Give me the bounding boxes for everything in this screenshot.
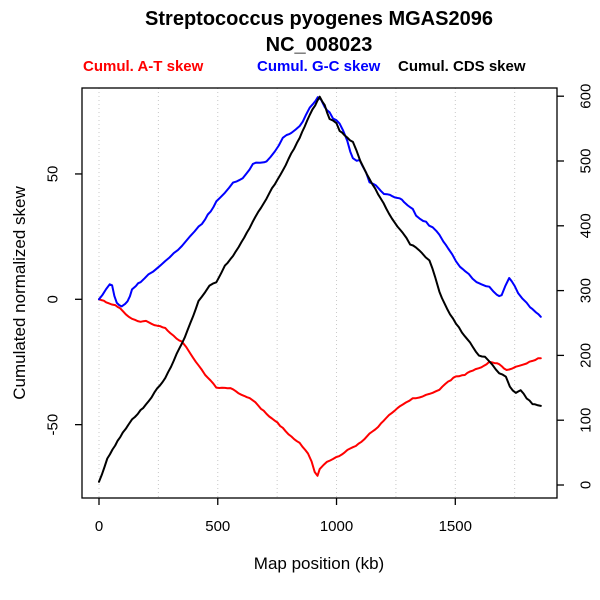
- x-tick-label: 0: [95, 518, 103, 535]
- y-right-tick-label: 0: [578, 481, 595, 489]
- cds-skew-line: [98, 95, 542, 483]
- gc-skew-line: [98, 96, 542, 318]
- y-left-tick-label: 50: [45, 166, 62, 183]
- y-right-tick-label: 300: [578, 278, 595, 303]
- y-left-tick-label: -50: [45, 414, 62, 436]
- chart-title: Streptococcus pyogenes MGAS2096: [145, 8, 493, 30]
- at-skew-line: [98, 298, 542, 477]
- x-tick-label: 1000: [320, 518, 353, 535]
- y-left-tick-label: 0: [45, 295, 62, 303]
- x-tick-label: 500: [205, 518, 230, 535]
- legend-item-at-skew: Cumul. A-T skew: [83, 58, 204, 75]
- y-right-tick-label: 600: [578, 84, 595, 109]
- y-right-tick-label: 100: [578, 408, 595, 433]
- y-right-tick-label: 200: [578, 343, 595, 368]
- y-right-tick-label: 500: [578, 148, 595, 173]
- y-right-tick-label: 400: [578, 213, 595, 238]
- x-axis-label: Map position (kb): [253, 554, 385, 573]
- chart-subtitle: NC_008023: [265, 34, 373, 56]
- x-tick-label: 1500: [439, 518, 472, 535]
- legend-item-gc-skew: Cumul. G-C skew: [257, 58, 381, 75]
- plot-box: [81, 87, 558, 499]
- legend-item-cds-skew: Cumul. CDS skew: [398, 58, 526, 75]
- y-axis-label: Cumulated normalized skew: [10, 186, 29, 400]
